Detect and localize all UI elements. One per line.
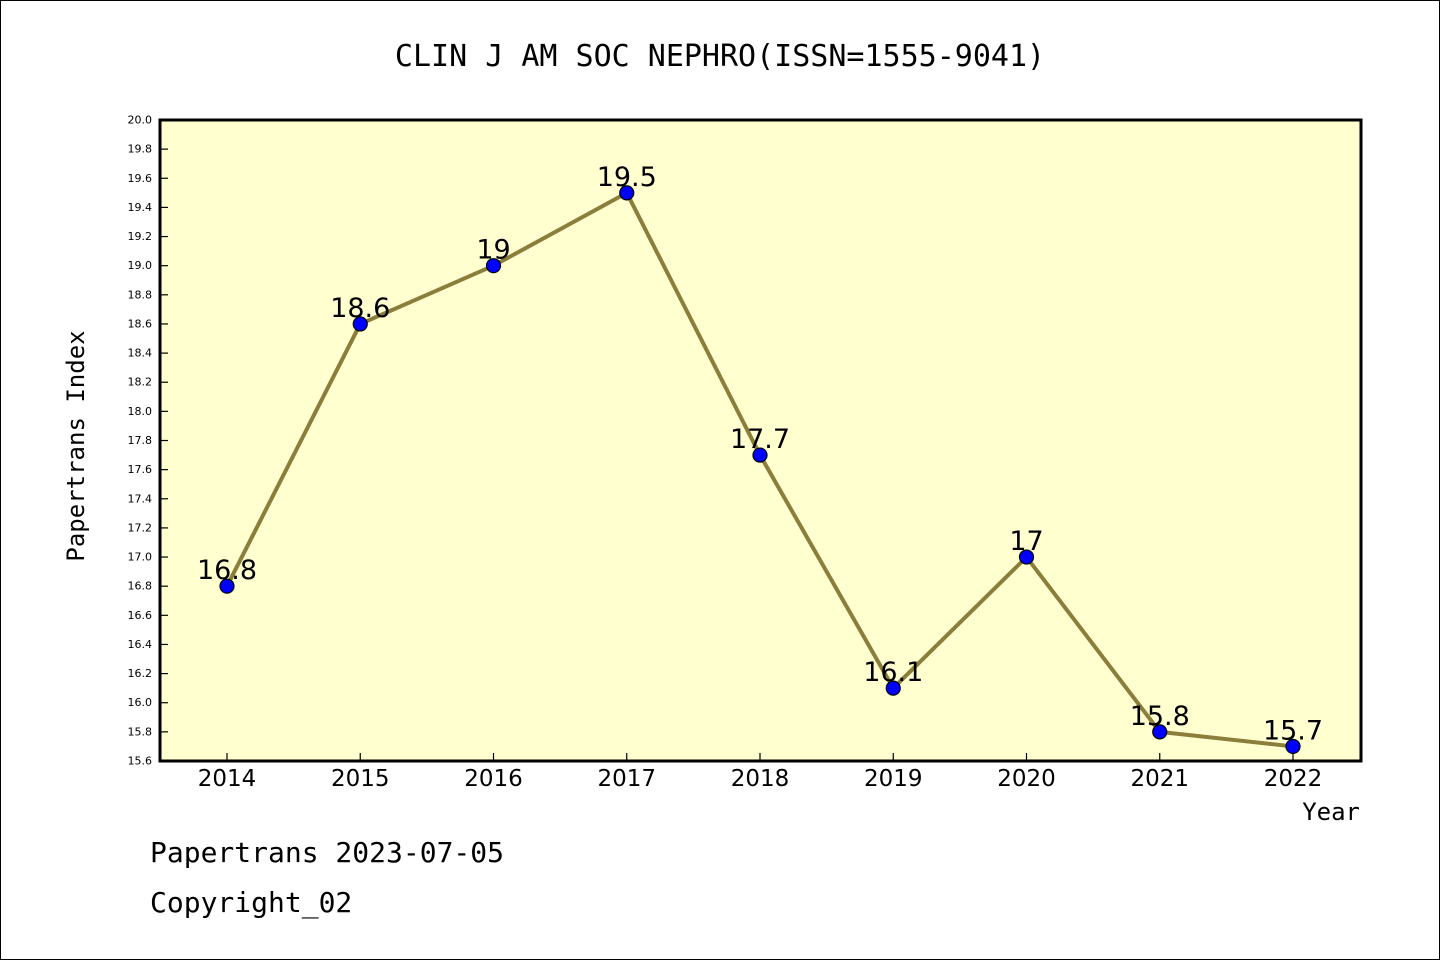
data-label: 15.8 bbox=[1130, 701, 1190, 732]
plot-border bbox=[158, 118, 1363, 763]
y-axis-label: Papertrans Index bbox=[62, 330, 90, 561]
plot-area bbox=[160, 120, 1361, 761]
y-tick-label: 17.6 bbox=[128, 463, 153, 476]
data-point bbox=[1018, 549, 1035, 565]
data-label: 16.8 bbox=[197, 555, 257, 586]
y-tick-label: 18.2 bbox=[128, 376, 153, 389]
x-tick-label: 2020 bbox=[997, 766, 1056, 792]
y-tick-label: 16.0 bbox=[128, 696, 153, 709]
data-point bbox=[1285, 738, 1301, 755]
data-point bbox=[752, 447, 768, 463]
y-tick-label: 20.0 bbox=[128, 114, 153, 127]
data-label: 17 bbox=[1009, 526, 1043, 557]
data-point bbox=[352, 316, 368, 332]
y-tick-label: 18.6 bbox=[128, 317, 153, 330]
y-tick-label: 16.6 bbox=[128, 609, 153, 622]
footer-date: Papertrans 2023-07-05 bbox=[150, 836, 505, 869]
x-tick-label: 2017 bbox=[597, 766, 656, 792]
y-tick-label: 18.0 bbox=[128, 405, 153, 418]
data-label: 16.1 bbox=[863, 657, 923, 688]
chart-title: CLIN J AM SOC NEPHRO(ISSN=1555-9041) bbox=[395, 39, 1045, 74]
y-tick-label: 19.0 bbox=[128, 259, 153, 272]
y-tick-label: 16.8 bbox=[128, 580, 153, 593]
y-tick-label: 19.2 bbox=[128, 230, 153, 243]
data-point bbox=[1152, 724, 1168, 740]
data-label-group: 16.8 18.6 19 19.5 17.7 16.1 17 15.8 15.7 bbox=[197, 162, 1323, 747]
footer-copyright: Copyright_02 bbox=[150, 886, 353, 919]
x-tick-label: 2019 bbox=[864, 766, 923, 792]
y-tick-label: 18.8 bbox=[128, 288, 153, 301]
y-tick-label: 17.8 bbox=[128, 434, 153, 447]
x-axis: 2014 2015 2016 2017 2018 2019 2020 2021 2022 bbox=[198, 753, 1323, 792]
x-tick-label: 2022 bbox=[1264, 766, 1323, 792]
data-point bbox=[885, 680, 901, 696]
data-label: 17.7 bbox=[730, 424, 790, 455]
x-tick-label: 2015 bbox=[331, 766, 390, 792]
data-label: 18.6 bbox=[330, 293, 390, 324]
y-tick-label: 16.2 bbox=[128, 667, 153, 680]
series-line-group bbox=[219, 185, 1301, 755]
y-tick-label: 17.4 bbox=[128, 492, 153, 505]
y-axis: 15.6 15.8 16.0 16.2 16.4 16.6 16.8 17.0 17.2 17.4… bbox=[128, 114, 168, 768]
x-tick-label: 2018 bbox=[731, 766, 790, 792]
y-tick-label: 19.6 bbox=[128, 172, 153, 185]
data-point bbox=[619, 185, 635, 201]
data-point bbox=[219, 578, 235, 594]
y-tick-label: 19.8 bbox=[128, 143, 153, 156]
data-label: 15.7 bbox=[1263, 715, 1323, 746]
y-tick-label: 16.4 bbox=[128, 638, 153, 651]
y-tick-label: 15.6 bbox=[128, 755, 153, 768]
x-tick-label: 2016 bbox=[464, 766, 523, 792]
y-tick-label: 15.8 bbox=[128, 725, 153, 738]
data-label: 19.5 bbox=[597, 162, 657, 193]
data-label: 19 bbox=[476, 235, 510, 266]
y-tick-label: 19.4 bbox=[128, 201, 153, 214]
x-tick-label: 2014 bbox=[198, 766, 257, 792]
y-tick-label: 18.4 bbox=[128, 347, 153, 360]
y-tick-label: 17.2 bbox=[128, 521, 153, 534]
y-tick-label: 17.0 bbox=[128, 551, 153, 564]
data-point bbox=[485, 258, 502, 274]
x-axis-label: Year bbox=[1302, 798, 1360, 826]
x-tick-label: 2021 bbox=[1130, 766, 1189, 792]
